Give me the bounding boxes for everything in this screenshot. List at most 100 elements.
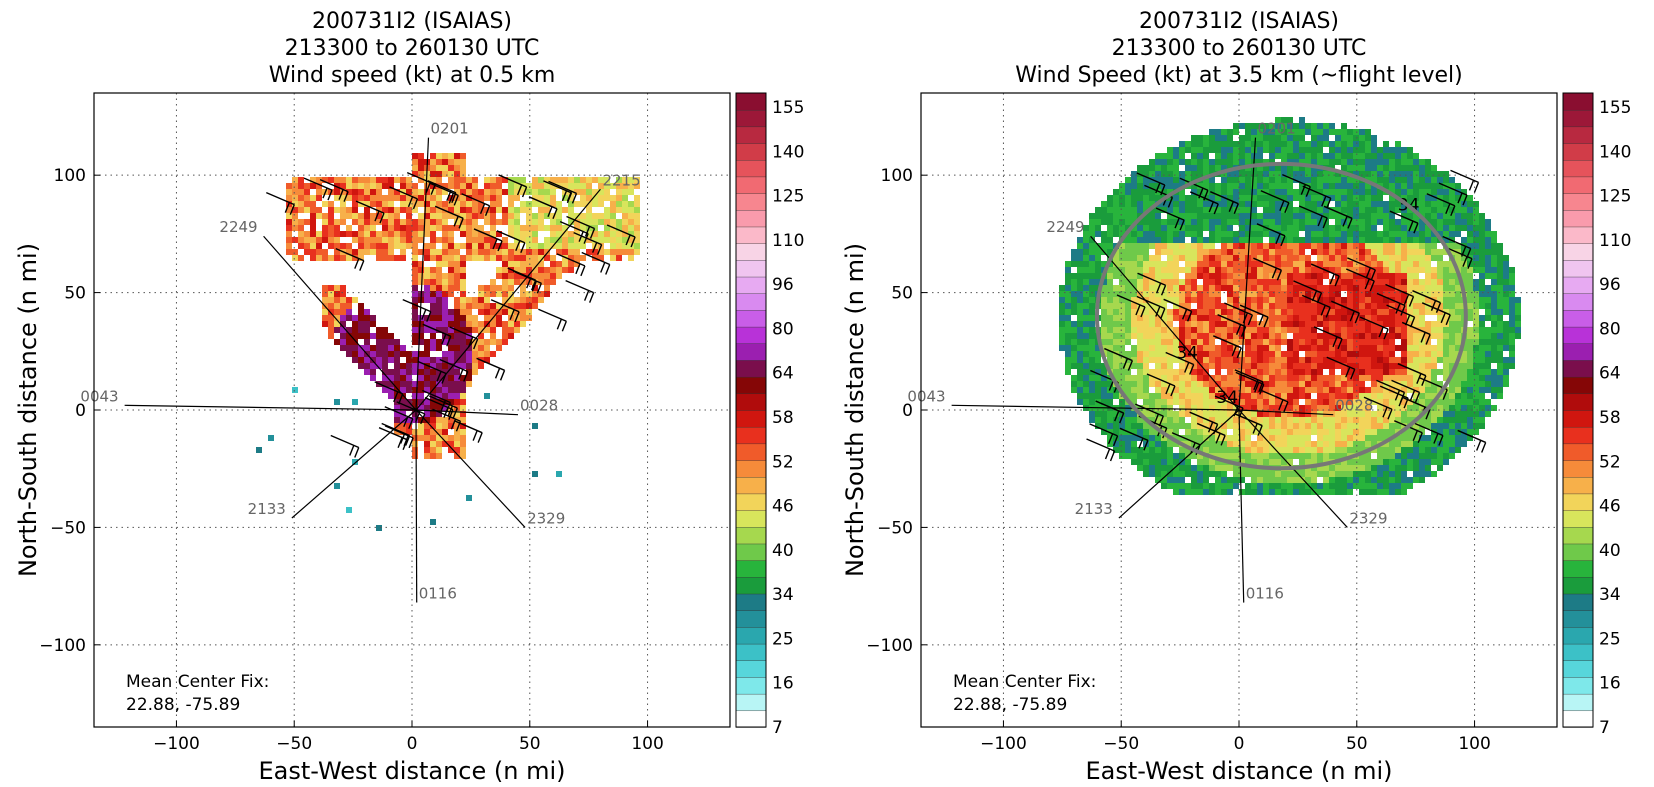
wind-cell: [1257, 357, 1263, 363]
wind-cell: [1203, 447, 1209, 453]
wind-cell: [1137, 267, 1143, 273]
wind-cell: [1413, 201, 1419, 207]
wind-cell: [1245, 231, 1251, 237]
wind-cell: [1239, 207, 1245, 213]
wind-cell: [1287, 303, 1293, 309]
wind-cell: [1221, 405, 1227, 411]
wind-cell: [1407, 195, 1413, 201]
wind-cell: [406, 237, 412, 243]
wind-cell: [526, 219, 532, 225]
wind-barb: [548, 180, 577, 194]
wind-cell: [424, 423, 430, 429]
wind-cell: [1275, 213, 1281, 219]
wind-cell: [1191, 405, 1197, 411]
wind-cell: [1179, 243, 1185, 249]
wind-cell: [1335, 255, 1341, 261]
wind-cell: [430, 321, 436, 327]
wind-cell: [1317, 423, 1323, 429]
wind-cell: [466, 345, 472, 351]
wind-cell: [484, 183, 490, 189]
wind-cell: [1311, 177, 1317, 183]
wind-cell: [442, 387, 448, 393]
wind-cell: [400, 363, 406, 369]
wind-cell: [1215, 213, 1221, 219]
wind-cell: [544, 195, 550, 201]
wind-cell: [382, 195, 388, 201]
wind-cell: [1317, 225, 1323, 231]
wind-cell: [436, 297, 442, 303]
wind-cell: [1245, 453, 1251, 459]
wind-cell: [1185, 309, 1191, 315]
wind-cell: [1389, 147, 1395, 153]
wind-cell: [322, 201, 328, 207]
wind-cell: [1329, 423, 1335, 429]
wind-cell: [358, 333, 364, 339]
wind-cell: [1389, 375, 1395, 381]
wind-cell: [532, 255, 538, 261]
wind-cell: [406, 375, 412, 381]
wind-cell: [1371, 285, 1377, 291]
wind-cell: [574, 219, 580, 225]
wind-cell: [1437, 399, 1443, 405]
wind-cell: [1245, 369, 1251, 375]
colorbar-label: 125: [772, 187, 804, 207]
wind-cell: [418, 339, 424, 345]
wind-cell: [1437, 411, 1443, 417]
wind-cell: [1239, 399, 1245, 405]
wind-cell: [1353, 279, 1359, 285]
wind-cell: [1371, 351, 1377, 357]
wind-cell: [1227, 231, 1233, 237]
wind-cell: [1431, 375, 1437, 381]
wind-cell: [436, 207, 442, 213]
wind-cell: [1197, 357, 1203, 363]
wind-cell: [550, 273, 556, 279]
wind-cell: [1233, 351, 1239, 357]
wind-cell: [1329, 483, 1335, 489]
wind-cell: [1341, 321, 1347, 327]
wind-cell: [1065, 303, 1071, 309]
wind-cell: [1323, 123, 1329, 129]
wind-cell: [1353, 129, 1359, 135]
wind-cell: [1413, 459, 1419, 465]
wind-cell: [1419, 291, 1425, 297]
wind-cell: [514, 183, 520, 189]
wind-cell: [1185, 225, 1191, 231]
wind-cell: [1275, 333, 1281, 339]
wind-barb-flag: [477, 432, 483, 443]
wind-cell: [352, 213, 358, 219]
wind-cell: [1155, 435, 1161, 441]
wind-cell: [460, 363, 466, 369]
wind-cell: [1077, 285, 1083, 291]
wind-cell: [1137, 435, 1143, 441]
wind-cell: [1293, 171, 1299, 177]
wind-cell: [424, 195, 430, 201]
wind-cell: [1179, 327, 1185, 333]
wind-cell: [1281, 381, 1287, 387]
wind-cell: [1281, 393, 1287, 399]
wind-cell: [328, 177, 334, 183]
wind-cell: [1155, 459, 1161, 465]
wind-cell: [1263, 279, 1269, 285]
wind-barb: [507, 267, 536, 281]
wind-cell: [520, 189, 526, 195]
wind-barb-flag: [408, 437, 414, 449]
wind-cell: [1197, 453, 1203, 459]
wind-cell: [1209, 321, 1215, 327]
wind-cell: [1275, 123, 1281, 129]
wind-cell: [1227, 189, 1233, 195]
wind-cell: [454, 297, 460, 303]
wind-cell: [1323, 183, 1329, 189]
wind-cell: [1269, 309, 1275, 315]
wind-cell: [1215, 207, 1221, 213]
wind-cell: [1359, 237, 1365, 243]
wind-cell: [1383, 309, 1389, 315]
wind-cell: [1425, 255, 1431, 261]
wind-cell: [1227, 417, 1233, 423]
wind-barb: [355, 200, 385, 214]
wind-cell: [1353, 261, 1359, 267]
wind-cell: [1401, 345, 1407, 351]
wind-cell: [466, 339, 472, 345]
wind-cell: [1215, 471, 1221, 477]
wind-cell: [442, 165, 448, 171]
wind-cell: [1407, 261, 1413, 267]
